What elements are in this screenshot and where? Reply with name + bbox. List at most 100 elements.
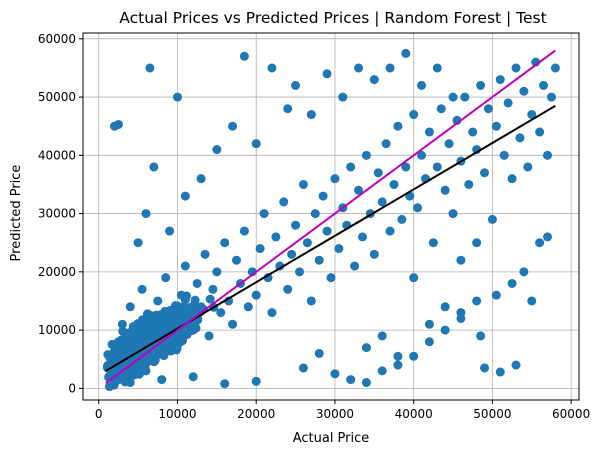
- data-point: [476, 331, 486, 341]
- data-point: [389, 179, 399, 189]
- data-point: [216, 308, 226, 318]
- data-point: [361, 150, 371, 160]
- data-point: [212, 267, 222, 277]
- data-point: [535, 127, 545, 137]
- data-point: [361, 378, 371, 388]
- data-point: [188, 325, 198, 335]
- data-point: [220, 238, 230, 248]
- data-point: [346, 375, 356, 385]
- data-point: [491, 290, 501, 300]
- data-point: [401, 48, 411, 58]
- data-point: [267, 308, 277, 318]
- data-point: [125, 378, 135, 388]
- data-point: [291, 80, 301, 90]
- data-point: [302, 238, 312, 248]
- data-point: [503, 98, 513, 108]
- data-point: [158, 327, 168, 337]
- data-point: [456, 308, 466, 318]
- data-point: [125, 302, 135, 312]
- data-point: [239, 226, 249, 236]
- data-point: [287, 249, 297, 259]
- data-point: [314, 255, 324, 265]
- data-point: [169, 308, 179, 318]
- data-point: [251, 376, 261, 386]
- data-point: [212, 145, 222, 155]
- data-point: [472, 238, 482, 248]
- data-point: [205, 294, 215, 304]
- data-point: [279, 197, 289, 207]
- x-tick-label: 60000: [552, 407, 590, 421]
- data-point: [298, 179, 308, 189]
- data-point: [228, 319, 238, 329]
- data-point: [483, 104, 493, 114]
- data-point: [444, 139, 454, 149]
- data-point: [507, 278, 517, 288]
- data-point: [487, 214, 497, 224]
- data-points: [102, 48, 560, 392]
- data-point: [133, 238, 143, 248]
- trend-lines: [105, 49, 556, 384]
- data-point: [413, 203, 423, 213]
- y-axis-label: Predicted Price: [9, 165, 24, 262]
- data-point: [113, 119, 123, 129]
- data-point: [180, 261, 190, 271]
- data-point: [448, 92, 458, 102]
- data-point: [539, 80, 549, 90]
- data-point: [424, 319, 434, 329]
- data-point: [511, 360, 521, 370]
- data-point: [464, 179, 474, 189]
- data-point: [243, 302, 253, 312]
- data-point: [255, 244, 265, 254]
- data-point: [480, 363, 490, 373]
- data-point: [150, 353, 160, 363]
- data-point: [295, 267, 305, 277]
- data-point: [310, 209, 320, 219]
- data-point: [192, 278, 202, 288]
- data-point: [543, 232, 553, 242]
- data-point: [393, 121, 403, 131]
- data-point: [259, 209, 269, 219]
- data-point: [334, 244, 344, 254]
- data-point: [346, 162, 356, 172]
- data-point: [149, 162, 159, 172]
- data-point: [357, 232, 367, 242]
- chart-title: Actual Prices vs Predicted Prices | Rand…: [119, 9, 546, 27]
- data-point: [432, 63, 442, 73]
- x-tick-label: 0: [95, 407, 103, 421]
- data-point: [377, 331, 387, 341]
- regression-line: [105, 104, 556, 372]
- data-point: [196, 302, 206, 312]
- data-point: [138, 358, 148, 368]
- data-point: [409, 273, 419, 283]
- data-point: [468, 127, 478, 137]
- data-point: [200, 249, 210, 259]
- data-point: [112, 346, 122, 356]
- data-point: [428, 238, 438, 248]
- data-point: [208, 284, 218, 294]
- data-point: [377, 366, 387, 376]
- data-point: [472, 296, 482, 306]
- data-point: [165, 319, 175, 329]
- data-point: [129, 343, 139, 353]
- data-point: [232, 255, 242, 265]
- x-tick-label: 40000: [395, 407, 433, 421]
- data-point: [499, 150, 509, 160]
- data-point: [165, 226, 175, 236]
- data-point: [393, 351, 403, 361]
- x-tick-label: 10000: [158, 407, 196, 421]
- data-point: [153, 296, 163, 306]
- data-point: [495, 367, 505, 377]
- y-tick-label: 0: [68, 381, 76, 395]
- data-point: [369, 249, 379, 259]
- data-point: [149, 331, 159, 341]
- data-point: [298, 363, 308, 373]
- data-point: [176, 290, 186, 300]
- data-point: [397, 214, 407, 224]
- data-point: [326, 273, 336, 283]
- data-point: [251, 290, 261, 300]
- data-point: [322, 226, 332, 236]
- data-point: [424, 337, 434, 347]
- data-point: [527, 110, 537, 120]
- data-point: [117, 374, 127, 384]
